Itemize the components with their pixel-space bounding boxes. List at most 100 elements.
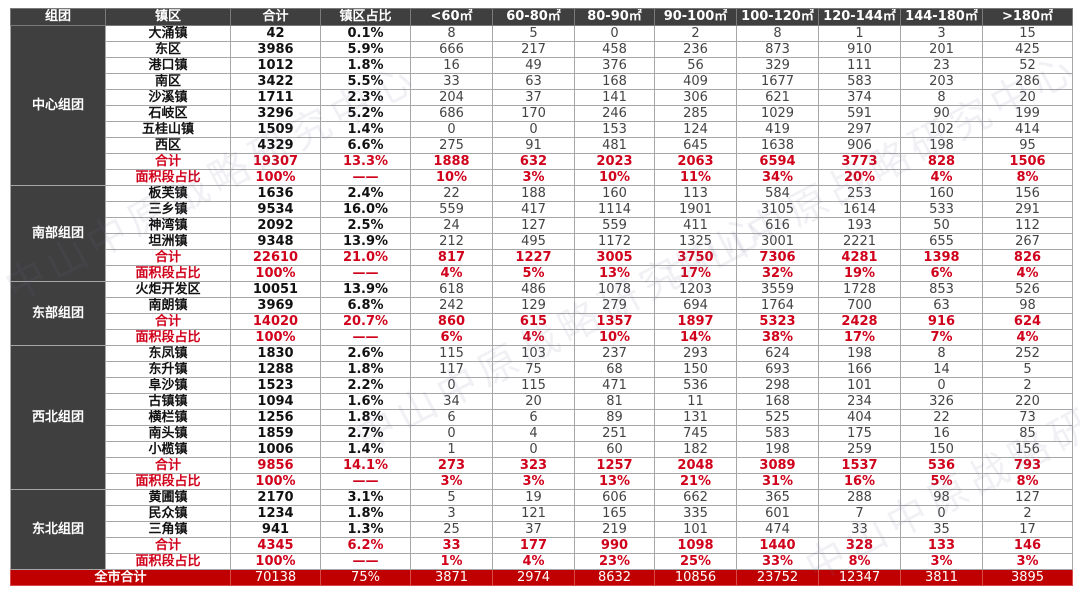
city-total-label: 全市合计 [10,569,231,586]
table-cell: 1357 [574,313,655,330]
table-cell: 559 [574,217,655,234]
table-cell: 89 [574,409,655,426]
table-cell: 63 [900,297,983,314]
table-cell: 8 [736,25,819,42]
share-value: 6.2% [320,537,411,554]
table-cell: 618 [410,281,493,298]
city-total-cell: 2974 [492,569,575,586]
table-cell: 253 [818,185,901,202]
table-cell: 237 [574,345,655,362]
table-row: 五桂山镇 1509 1.4% 0 0 153 124 419 297 102 414 [11,121,1073,138]
table-cell: 990 [574,537,655,554]
table-cell: 404 [818,409,901,426]
table-cell: 6 [492,409,575,426]
column-header: 合计 [230,8,321,26]
table-cell: 212 [410,233,493,250]
table-cell: 25% [654,553,737,570]
table-cell: 204 [410,89,493,106]
total-value: 100% [230,329,321,346]
table-cell: 246 [574,105,655,122]
table-cell: 329 [736,57,819,74]
share-value: —— [320,553,411,570]
table-cell: 1901 [654,201,737,218]
share-row: 面积段占比 100% —— 3% 3% 13% 21% 31% 16% 5% 8% [11,473,1073,490]
share-value: 1.4% [320,441,411,458]
total-value: 1012 [230,57,321,74]
table-cell: 199 [982,105,1073,122]
table-cell: 33 [818,521,901,538]
total-value: 22610 [230,249,321,266]
town-name: 东区 [105,41,231,58]
share-value: 1.8% [320,505,411,522]
table-cell: 25 [410,521,493,538]
table-cell: 666 [410,41,493,58]
total-value: 1859 [230,425,321,442]
table-cell: 160 [574,185,655,202]
table-cell: 182 [654,441,737,458]
table-cell: 536 [654,377,737,394]
group-label: 中心组团 [10,25,106,186]
table-cell: 328 [818,537,901,554]
table-cell: 1 [818,25,901,42]
table-cell: 23 [900,57,983,74]
table-cell: 34% [736,169,819,186]
table-cell: 279 [574,297,655,314]
table-cell: 15 [982,25,1073,42]
table-cell: 220 [982,393,1073,410]
share-value: 1.6% [320,393,411,410]
town-name: 合计 [105,153,231,170]
share-row: 面积段占比 100% —— 6% 4% 10% 14% 38% 17% 7% 4% [11,329,1073,346]
table-cell: 160 [900,185,983,202]
town-name: 合计 [105,313,231,330]
table-cell: 1764 [736,297,819,314]
table-row: 古镇镇 1094 1.6% 34 20 81 11 168 234 326 220 [11,393,1073,410]
table-cell: 23% [574,553,655,570]
town-name: 面积段占比 [105,553,231,570]
table-cell: 68 [574,361,655,378]
table-cell: 0 [900,377,983,394]
group-label: 南部组团 [10,185,106,282]
town-name: 五桂山镇 [105,121,231,138]
table-cell: 624 [982,313,1073,330]
city-total-cell: 10856 [654,569,737,586]
total-value: 4329 [230,137,321,154]
table-cell: 20 [982,89,1073,106]
table-cell: 481 [574,137,655,154]
table-cell: 376 [574,57,655,74]
town-name: 板芙镇 [105,185,231,202]
table-cell: 10% [574,169,655,186]
table-cell: 0 [900,505,983,522]
table-row: 东升镇 1288 1.8% 117 75 68 150 693 166 14 5 [11,361,1073,378]
table-cell: 33 [410,537,493,554]
share-value: 6.8% [320,297,411,314]
table-cell: 16 [900,425,983,442]
table-cell: 3% [492,169,575,186]
share-value: 0.1% [320,25,411,42]
table-cell: 306 [654,89,737,106]
header-row: 组团 镇区 合计 镇区占比 <60㎡ 60-80㎡ 80-90㎡ 90-100㎡ 100-120… [10,8,1073,26]
table-cell: 873 [736,41,819,58]
table-cell: 234 [818,393,901,410]
table-row: 西区 4329 6.6% 275 91 481 645 1638 906 198 95 [11,137,1073,154]
table-cell: 533 [900,201,983,218]
subtotal-row: 合计 4345 6.2% 33 177 990 1098 1440 328 133 146 [11,537,1073,554]
table-cell: 34 [410,393,493,410]
table-cell: 1440 [736,537,819,554]
town-name: 南头镇 [105,425,231,442]
table-cell: 10% [410,169,493,186]
town-name: 火炬开发区 [105,281,231,298]
table-cell: 150 [654,361,737,378]
table-cell: 14 [900,361,983,378]
table-cell: 91 [492,137,575,154]
table-cell: 252 [982,345,1073,362]
table-cell: 1638 [736,137,819,154]
town-name: 神湾镇 [105,217,231,234]
share-value: —— [320,265,411,282]
table-cell: 175 [818,425,901,442]
table-container: 组团 镇区 合计 镇区占比 <60㎡ 60-80㎡ 80-90㎡ 90-100㎡ 100-120… [10,8,1073,599]
table-cell: 365 [736,489,819,506]
table-cell: 1398 [900,249,983,266]
table-cell: 217 [492,41,575,58]
table-cell: 2023 [574,153,655,170]
total-value: 100% [230,265,321,282]
